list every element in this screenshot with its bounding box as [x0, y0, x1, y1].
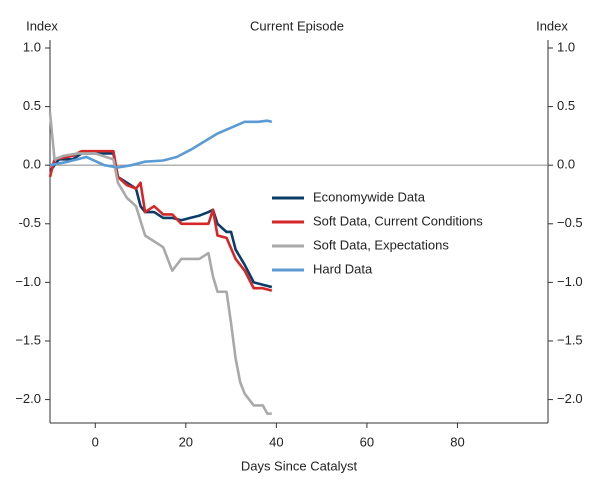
y2-tick-label: −1.5: [557, 332, 583, 347]
series-line: [49, 119, 273, 169]
y2-tick-label: −1.0: [557, 274, 583, 289]
y-tick-label: −1.0: [15, 274, 41, 289]
y2-tick-label: 0.5: [557, 98, 575, 113]
x-tick-label: 20: [179, 434, 193, 449]
x-tick-label: 80: [450, 434, 464, 449]
y2-tick-label: 0.0: [557, 157, 575, 172]
legend-label: Economywide Data: [313, 189, 426, 204]
x-tick-label: 60: [360, 434, 374, 449]
x-tick-label: 0: [92, 434, 99, 449]
y-tick-label: 0.0: [23, 157, 41, 172]
legend-label: Soft Data, Expectations: [313, 237, 449, 252]
series-line: [48, 152, 273, 289]
y-tick-label: 0.5: [23, 98, 41, 113]
y2-tick-label: −0.5: [557, 215, 583, 230]
y-tick-label: −1.5: [15, 332, 41, 347]
y2-axis-label: Index: [536, 18, 568, 33]
y-tick-label: 1.0: [23, 39, 41, 54]
y2-tick-label: 1.0: [557, 39, 575, 54]
y2-tick-label: −2.0: [557, 391, 583, 406]
legend-label: Hard Data: [313, 261, 373, 276]
series-line: [48, 149, 273, 292]
y-tick-label: −2.0: [15, 391, 41, 406]
y-tick-label: -0.5: [19, 215, 41, 230]
x-tick-label: 40: [269, 434, 283, 449]
series-line: [48, 112, 272, 415]
legend-label: Soft Data, Current Conditions: [313, 213, 483, 228]
x-axis-label: Days Since Catalyst: [241, 458, 358, 473]
y-axis-label: Index: [26, 18, 58, 33]
chart-title: Current Episode: [250, 18, 344, 33]
